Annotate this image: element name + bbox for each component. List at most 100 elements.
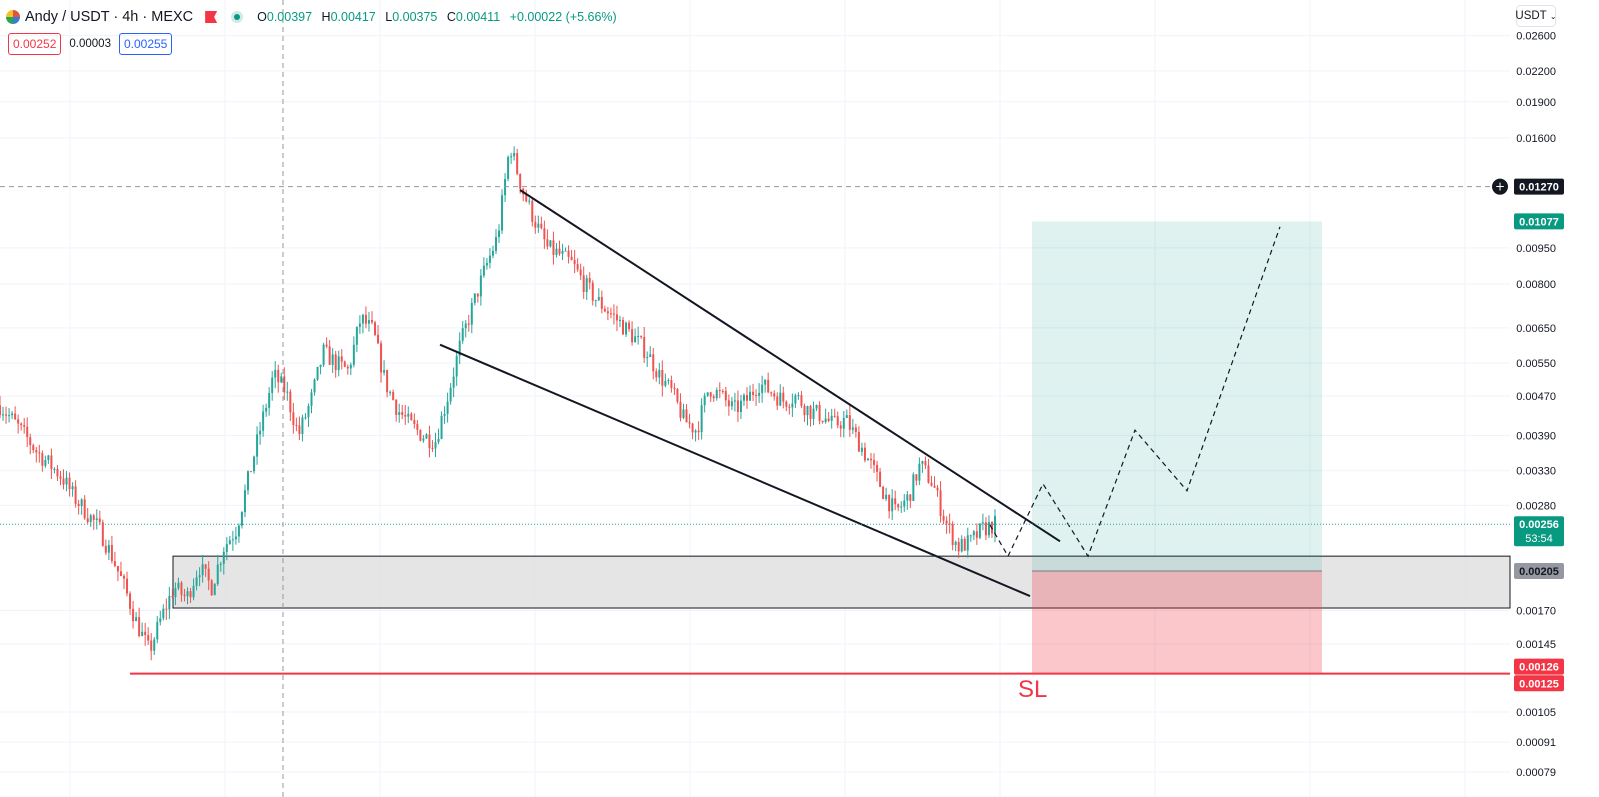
candle-body	[694, 430, 697, 433]
candle-body	[192, 585, 195, 598]
candle-body	[364, 314, 367, 324]
sell-price-button[interactable]: 0.00252	[8, 33, 62, 55]
candle	[389, 390, 392, 396]
drawings[interactable]	[0, 0, 1510, 797]
candle-body	[767, 379, 770, 393]
candle-body	[646, 356, 649, 358]
price-axis[interactable]: 0.02600 0.02200 0.01900 0.01600 0.00950 0.008…	[1492, 31, 1564, 779]
candle	[510, 152, 513, 164]
candle	[833, 408, 836, 418]
candle-body	[885, 494, 888, 499]
candle	[416, 419, 419, 436]
candle	[812, 401, 815, 426]
candle	[622, 316, 625, 335]
candle	[857, 426, 860, 452]
candle-body	[62, 478, 65, 485]
symbol-title[interactable]: Andy / USDT · 4h · MEXC	[25, 9, 194, 25]
candle-body	[755, 394, 758, 396]
candle-body	[609, 313, 612, 315]
candle	[183, 588, 186, 602]
wedge-upper-line[interactable]	[519, 189, 1061, 543]
candle	[655, 368, 658, 382]
candle-body	[177, 582, 180, 589]
close-label: C	[446, 10, 456, 24]
candle-body	[652, 354, 655, 372]
candle-body	[422, 438, 425, 441]
candle-body	[806, 406, 809, 416]
candle-body	[174, 588, 177, 597]
candle-body	[355, 326, 358, 345]
candle	[349, 362, 352, 376]
candle-body	[292, 412, 295, 426]
candle-body	[26, 426, 29, 438]
candle	[68, 472, 71, 497]
price-label-text: 0.00125	[1519, 678, 1559, 690]
flag-icon[interactable]	[205, 11, 218, 23]
add-alert-icon[interactable]	[1492, 178, 1508, 195]
candle-body	[546, 239, 549, 247]
low-label: L	[385, 10, 393, 24]
candle	[727, 394, 730, 416]
candle	[894, 490, 897, 511]
candle-body	[107, 544, 110, 553]
candle	[404, 404, 407, 425]
candle-body	[56, 468, 59, 477]
candle	[900, 501, 903, 513]
candle	[2, 406, 5, 421]
candle	[827, 412, 830, 423]
target-zone	[1032, 221, 1322, 572]
candle	[854, 423, 857, 438]
candle-body	[957, 541, 960, 552]
candle	[259, 421, 262, 445]
projection-path[interactable]	[989, 226, 1281, 558]
candle-body	[386, 370, 389, 393]
price-tick-label: 0.00079	[1516, 767, 1556, 779]
candle-body	[89, 515, 92, 522]
candle	[606, 306, 609, 321]
candle-body	[661, 369, 664, 386]
price-tick-label: 0.00950	[1516, 243, 1556, 255]
candle-body	[189, 591, 192, 598]
candle	[443, 406, 446, 424]
candle-body	[519, 173, 522, 189]
candle	[724, 386, 727, 407]
candle	[59, 470, 62, 486]
candle	[507, 155, 510, 182]
candle-body	[655, 371, 658, 378]
candle-body	[969, 535, 972, 537]
candle-body	[736, 400, 739, 412]
candle	[440, 411, 443, 440]
candle-body	[827, 418, 830, 421]
buy-price-button[interactable]: 0.00255	[118, 33, 173, 55]
plus-icon[interactable]: +	[1495, 180, 1505, 194]
candle	[739, 394, 742, 419]
candle	[129, 591, 132, 615]
candle	[26, 417, 29, 447]
candle	[413, 413, 416, 429]
candle-body	[2, 414, 5, 416]
candle-body	[86, 518, 89, 522]
candle	[694, 429, 697, 442]
candle	[116, 565, 119, 582]
candle-body	[733, 400, 736, 402]
candle	[806, 405, 809, 426]
currency-select[interactable]: USDT ⌄	[1515, 5, 1557, 27]
candle-body	[41, 453, 44, 466]
candle-body	[903, 500, 906, 507]
candle	[392, 389, 395, 401]
stop-zone	[1032, 571, 1322, 674]
candle-body	[525, 194, 528, 202]
candle-body	[316, 366, 319, 380]
candle-body	[358, 323, 361, 327]
candle-body	[618, 319, 621, 321]
candle-body	[891, 498, 894, 512]
candle	[225, 537, 228, 561]
candle-body	[758, 392, 761, 396]
candle-body	[216, 564, 219, 584]
wedge-lower-line[interactable]	[439, 343, 1031, 598]
candle-body	[688, 422, 691, 424]
candle-body	[954, 541, 957, 546]
candle-body	[207, 568, 210, 581]
candle-body	[129, 593, 132, 609]
